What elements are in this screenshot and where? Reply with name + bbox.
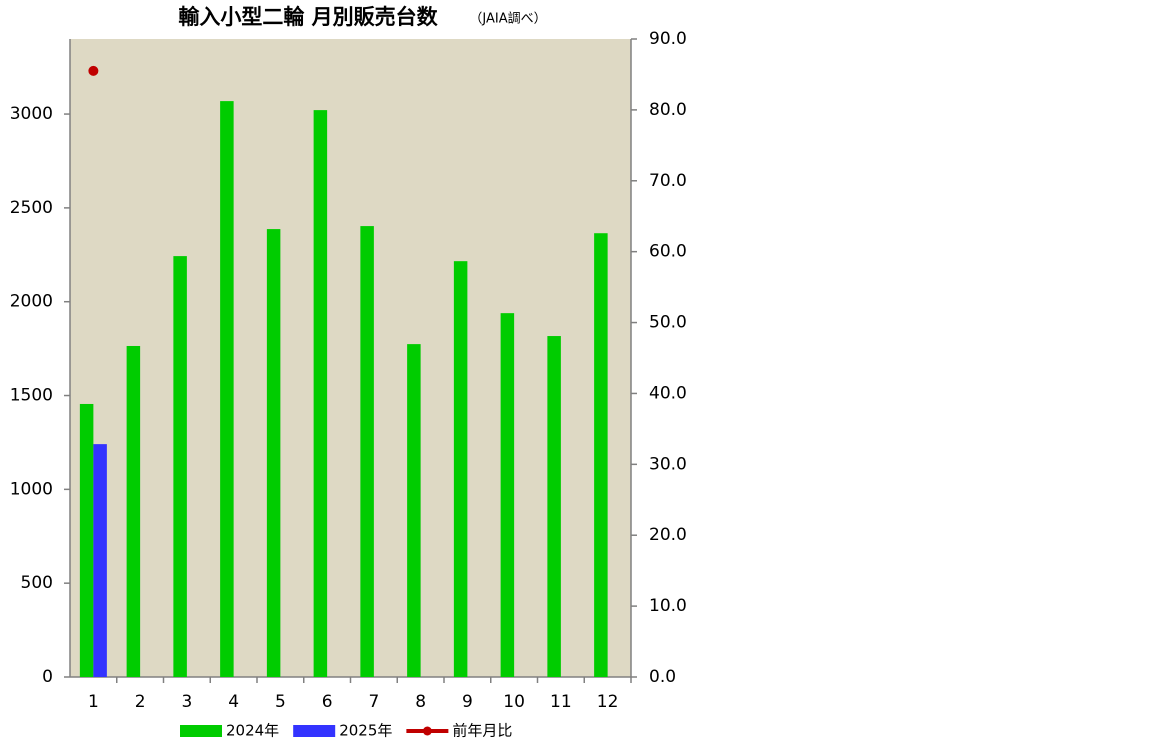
x-tick-label: 12 xyxy=(597,692,619,712)
y-tick-label: 3000 xyxy=(10,104,53,124)
chart-subtitle: （JAIA調べ） xyxy=(469,12,546,27)
x-tick-label: 4 xyxy=(228,692,239,712)
bar xyxy=(407,344,421,677)
x-tick-label: 10 xyxy=(503,692,525,712)
x-tick-label: 9 xyxy=(462,692,473,712)
y2-tick-label: 10.0 xyxy=(649,596,687,616)
y2-tick-label: 30.0 xyxy=(649,454,687,474)
bar xyxy=(266,229,281,677)
x-tick-label: 7 xyxy=(368,692,379,712)
y-tick-label: 1000 xyxy=(10,479,53,499)
y-tick-label: 1500 xyxy=(10,386,53,406)
y2-tick-label: 40.0 xyxy=(649,383,687,403)
bar xyxy=(93,444,107,677)
line-marker xyxy=(88,65,99,76)
legend-label: 前年月比 xyxy=(452,722,512,740)
bar xyxy=(500,313,515,677)
x-tick-label: 8 xyxy=(415,692,426,712)
y2-tick-label: 60.0 xyxy=(649,242,687,262)
x-tick-label: 5 xyxy=(275,692,286,712)
y2-tick-label: 80.0 xyxy=(649,100,687,120)
legend-swatch xyxy=(293,725,336,737)
bar xyxy=(79,403,94,677)
y-tick-label: 2500 xyxy=(10,198,53,218)
bar xyxy=(313,110,328,678)
y-tick-label: 500 xyxy=(21,573,53,593)
x-tick-label: 6 xyxy=(322,692,333,712)
x-tick-label: 2 xyxy=(135,692,146,712)
x-tick-label: 3 xyxy=(181,692,192,712)
y2-tick-label: 50.0 xyxy=(649,313,687,333)
y-tick-label: 0 xyxy=(42,667,53,687)
bar xyxy=(360,226,374,678)
y2-tick-label: 90.0 xyxy=(649,29,687,49)
legend-swatch xyxy=(180,725,222,737)
chart-title: 輸入小型二輪 月別販売台数 xyxy=(178,5,438,29)
y2-tick-label: 20.0 xyxy=(649,525,687,545)
bar xyxy=(173,256,187,677)
bar xyxy=(594,233,608,677)
legend-label: 2024年 xyxy=(226,722,279,740)
bar xyxy=(547,336,561,677)
plot-area xyxy=(70,39,631,677)
x-tick-label: 11 xyxy=(550,692,572,712)
bar xyxy=(220,101,234,677)
legend-label: 2025年 xyxy=(339,722,392,740)
y2-tick-label: 0.0 xyxy=(649,667,676,687)
bar xyxy=(453,261,468,677)
legend-marker xyxy=(422,726,432,736)
y2-tick-label: 70.0 xyxy=(649,171,687,191)
bar xyxy=(126,345,141,677)
y-tick-label: 2000 xyxy=(10,292,53,312)
x-tick-label: 1 xyxy=(88,692,99,712)
